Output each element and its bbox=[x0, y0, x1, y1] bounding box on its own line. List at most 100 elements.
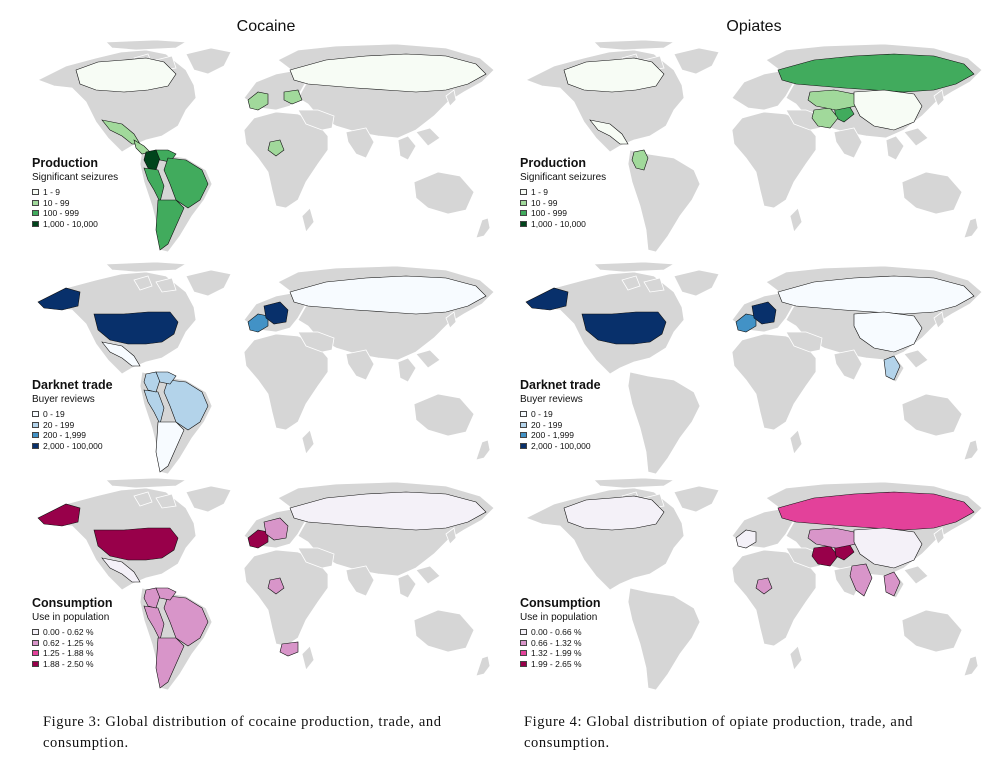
landmass bbox=[397, 135, 417, 161]
legend-item: 0 - 19 bbox=[520, 409, 601, 420]
legend-label: 0 - 19 bbox=[531, 409, 553, 419]
region-southeast-asia bbox=[883, 571, 901, 597]
legend-label: 0.62 - 1.25 % bbox=[43, 637, 94, 648]
region-venezuela bbox=[155, 371, 177, 385]
landmass bbox=[933, 89, 945, 107]
landmass bbox=[105, 39, 188, 51]
landmass bbox=[785, 331, 823, 353]
legend-label: 0.00 - 0.66 % bbox=[531, 627, 582, 637]
column-title-opiates: Opiates bbox=[726, 18, 782, 35]
landmass bbox=[627, 149, 701, 253]
region-nigeria bbox=[267, 577, 285, 595]
legend-item: 0.00 - 0.62 % bbox=[32, 627, 113, 638]
landmass bbox=[301, 207, 315, 233]
landmass bbox=[593, 261, 676, 273]
column-title-cocaine: Cocaine bbox=[236, 18, 296, 35]
legend-swatch bbox=[32, 629, 39, 636]
cocaine-trade-map: Darknet trade Buyer reviews 0 - 19 20 - 199… bbox=[32, 261, 496, 480]
legend-label: 10 - 99 bbox=[531, 197, 558, 208]
landmass bbox=[297, 109, 335, 131]
landmass bbox=[833, 127, 863, 159]
region-central-europe bbox=[263, 301, 289, 325]
region-central-europe bbox=[263, 517, 289, 541]
legend-label: 0 - 19 bbox=[43, 409, 65, 419]
region-western-europe bbox=[735, 529, 757, 549]
legend-item: 20 - 199 bbox=[520, 420, 601, 431]
region-russia bbox=[777, 491, 975, 531]
cocaine-production-map: Production Significant seizures 1 - 9 10 - … bbox=[32, 39, 496, 258]
landmass bbox=[133, 491, 153, 507]
region-usa bbox=[581, 311, 667, 345]
region-east-europe bbox=[283, 89, 303, 105]
region-southeast-asia bbox=[883, 355, 901, 381]
region-mexico bbox=[589, 119, 629, 145]
region-nigeria bbox=[267, 139, 285, 157]
region-china bbox=[853, 311, 923, 353]
landmass bbox=[105, 261, 188, 273]
legend-item: 0.00 - 0.66 % bbox=[520, 627, 601, 638]
legend-label: 2,000 - 100,000 bbox=[531, 440, 591, 451]
landmass bbox=[415, 349, 441, 369]
landmass bbox=[593, 477, 676, 489]
landmass bbox=[901, 609, 963, 653]
landmass bbox=[789, 429, 803, 455]
legend-item: 1 - 9 bbox=[520, 187, 606, 198]
region-argentina-chile bbox=[155, 199, 185, 251]
landmass bbox=[643, 277, 665, 293]
region-central-asia bbox=[807, 89, 857, 111]
legend-swatch bbox=[32, 432, 39, 439]
region-south-america-east bbox=[163, 157, 209, 209]
opiates-trade-map: Darknet trade Buyer reviews 0 - 19 20 - 199… bbox=[520, 261, 984, 480]
legend-item: 1 - 9 bbox=[32, 187, 118, 198]
region-india bbox=[849, 563, 873, 597]
opiates-consumption-map: Consumption Use in population 0.00 - 0.66 … bbox=[520, 477, 984, 696]
landmass bbox=[413, 609, 475, 653]
legend-item: 20 - 199 bbox=[32, 420, 113, 431]
legend-item: 2,000 - 100,000 bbox=[520, 441, 601, 452]
legend-title: Production bbox=[520, 156, 586, 170]
region-western-europe bbox=[735, 313, 757, 333]
landmass bbox=[963, 439, 979, 461]
legend-swatch bbox=[520, 442, 527, 449]
region-western-europe bbox=[247, 529, 269, 549]
legend-item: 1,000 - 10,000 bbox=[32, 219, 118, 230]
region-central-asia bbox=[807, 527, 857, 549]
cocaine-consumption-map: Consumption Use in population 0.00 - 0.62 … bbox=[32, 477, 496, 696]
figure-3-caption: Figure 3: Global distribution of cocaine… bbox=[43, 714, 442, 751]
landmass bbox=[933, 311, 945, 329]
legend-swatch bbox=[32, 199, 39, 206]
legend-item: 1,000 - 10,000 bbox=[520, 219, 606, 230]
world-map bbox=[37, 261, 495, 475]
landmass bbox=[901, 393, 963, 437]
region-china bbox=[853, 527, 923, 569]
legend-label: 0.66 - 1.32 % bbox=[531, 637, 582, 648]
landmass bbox=[185, 269, 232, 297]
region-western-europe bbox=[247, 313, 269, 333]
legend-swatch bbox=[520, 411, 527, 418]
region-russia bbox=[289, 491, 487, 531]
legend-swatch bbox=[520, 432, 527, 439]
landmass bbox=[673, 269, 720, 297]
landmass bbox=[621, 275, 641, 291]
legend-swatch bbox=[520, 650, 527, 657]
legend-subtitle: Buyer reviews bbox=[32, 394, 95, 405]
legend-item: 1.32 - 1.99 % bbox=[520, 648, 601, 659]
legend-swatch bbox=[520, 639, 527, 646]
landmass bbox=[413, 393, 475, 437]
world-map bbox=[37, 477, 495, 691]
legend-item: 10 - 99 bbox=[32, 198, 118, 209]
landmass bbox=[903, 349, 929, 369]
landmass bbox=[397, 573, 417, 599]
legend-swatch bbox=[32, 660, 39, 667]
legend-item: 100 - 999 bbox=[32, 208, 118, 219]
legend-item: 0 - 19 bbox=[32, 409, 113, 420]
region-china bbox=[853, 89, 923, 131]
landmass bbox=[475, 439, 491, 461]
region-russia bbox=[777, 53, 975, 93]
legend-swatch bbox=[32, 210, 39, 217]
region-usa bbox=[93, 527, 179, 561]
landmass bbox=[903, 127, 929, 147]
landmass bbox=[789, 645, 803, 671]
landmass bbox=[345, 565, 375, 597]
landmass bbox=[297, 547, 335, 569]
